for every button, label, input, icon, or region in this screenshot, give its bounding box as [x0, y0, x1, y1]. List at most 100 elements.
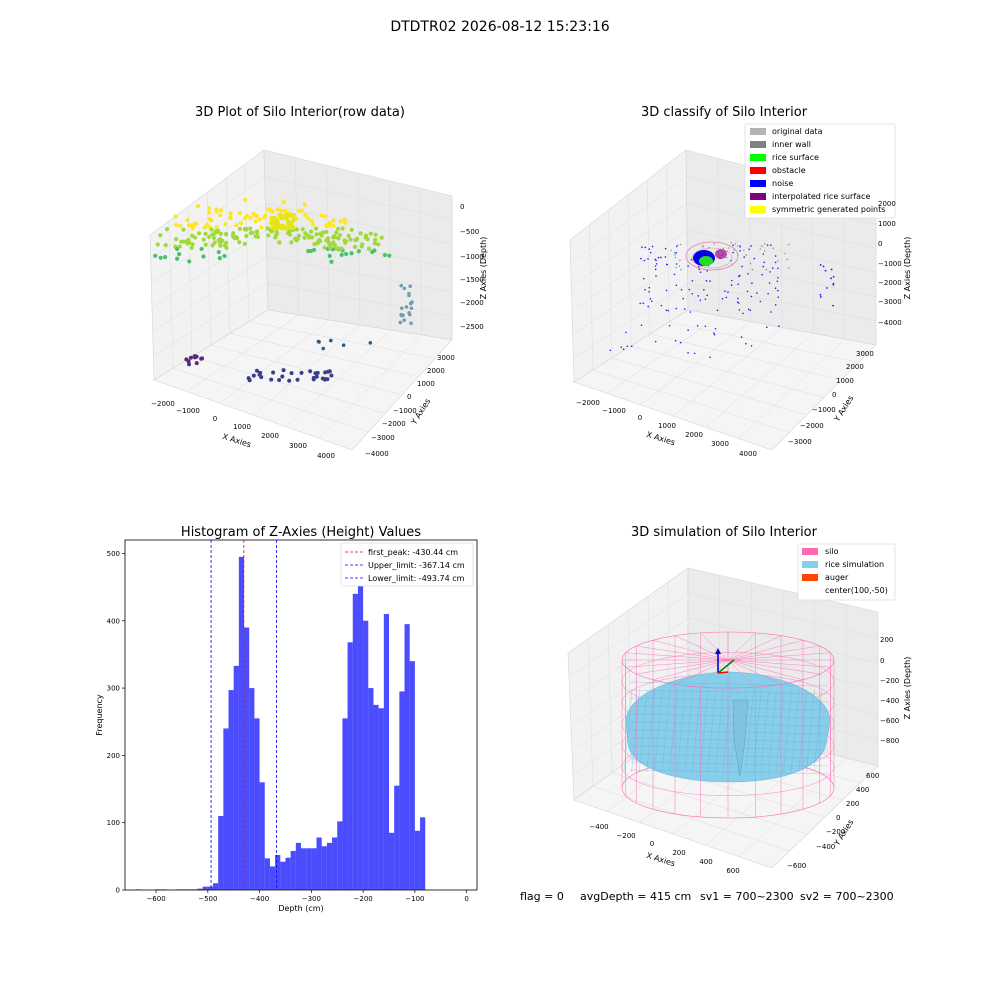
raw-ztick: −1000	[460, 253, 484, 261]
cls-noise-point	[644, 246, 647, 249]
raw-ztick: −1500	[460, 276, 484, 284]
silo-spoke	[727, 659, 820, 675]
cls-ztick: 1000	[878, 220, 896, 228]
raw-point	[255, 234, 261, 239]
cls-original-point	[677, 244, 679, 246]
raw-point	[285, 225, 291, 231]
cls-noise-point	[655, 275, 657, 277]
cls-noise-point	[675, 284, 678, 287]
raw-point	[408, 284, 412, 289]
cls-noise-point	[626, 345, 629, 347]
sim-legend-box	[797, 543, 896, 601]
hist-bar	[332, 837, 338, 890]
raw-ytick: 3000	[437, 354, 455, 362]
raw-point	[335, 226, 341, 231]
cls-noise-point	[697, 265, 700, 268]
cls-noise-point	[609, 349, 612, 352]
raw-point	[366, 246, 372, 251]
cls-noise-point	[738, 309, 741, 311]
cls-noise-point	[721, 297, 724, 300]
rice-mesh-line	[654, 689, 663, 773]
silo-spoke	[652, 659, 729, 680]
sim-ytick: −400	[816, 843, 835, 851]
hist-bar	[295, 842, 301, 890]
cls-noise-point	[649, 251, 652, 254]
cls-original-point	[679, 243, 682, 246]
cls-original-point	[674, 252, 676, 255]
cls-noise-point	[739, 245, 741, 247]
cls-noise-point	[777, 276, 779, 279]
cls-ytick: 0	[832, 391, 836, 399]
raw-point	[303, 231, 308, 236]
cls-noise-point	[668, 324, 671, 327]
silo-spoke	[625, 659, 729, 668]
footer-sv1: sv1 = 700~2300	[700, 890, 794, 903]
raw-point	[211, 235, 217, 241]
cls-noise-point	[716, 309, 719, 312]
rice-mesh-line	[629, 713, 829, 719]
raw-xtick: 2000	[261, 432, 279, 440]
hist-bar	[269, 866, 276, 890]
raw-point	[188, 355, 193, 360]
cls-noise-point	[769, 271, 771, 273]
raw-point	[359, 244, 364, 249]
raw-point	[248, 226, 253, 231]
rice-mesh-line	[768, 689, 777, 773]
rice-mesh-line	[692, 689, 701, 773]
raw-point	[237, 240, 242, 245]
hist-vlines	[210, 540, 277, 890]
raw-point	[399, 306, 404, 311]
raw-zlabel: Z Axies (Depth)	[479, 237, 488, 300]
cls-noise-point	[832, 283, 835, 286]
rice-mesh-line	[629, 745, 829, 751]
silo-spoke	[727, 645, 820, 661]
raw-point	[194, 354, 199, 359]
raw-point	[247, 378, 252, 383]
raw-point	[242, 197, 248, 202]
cls-noise-point	[753, 257, 756, 260]
sim-ytick: 0	[836, 814, 840, 822]
hist-bar	[404, 624, 410, 890]
cls-noise-point	[774, 255, 777, 257]
hist-yticks: 0 100 200 300 400 500	[107, 550, 125, 895]
cls-noise-point	[620, 346, 623, 348]
hist-bar	[326, 842, 333, 890]
rice-mesh-line	[629, 689, 829, 695]
cls-noise-point	[749, 309, 752, 312]
panel-raw-3d: 3D Plot of Silo Interior(row data) −2000…	[149, 105, 488, 460]
raw-point	[254, 368, 259, 373]
hist-ytick-label: 0	[116, 887, 120, 895]
raw-point	[336, 236, 341, 241]
cls-original-point	[772, 247, 775, 250]
cls-noise-point	[745, 342, 747, 345]
raw-point	[311, 377, 316, 382]
raw-point	[313, 371, 318, 376]
raw-point	[269, 377, 274, 382]
raw-point	[299, 208, 305, 213]
cls-noise-point	[657, 256, 660, 259]
raw-point	[196, 231, 202, 236]
raw-point	[284, 215, 290, 221]
raw-point	[248, 215, 253, 221]
cls-noise-point	[774, 304, 777, 306]
cls-noise-point	[737, 302, 740, 304]
cls-original-point	[786, 258, 789, 261]
cls-original-point	[787, 243, 790, 246]
silo-spoke	[727, 659, 831, 668]
footer-flag: flag = 0	[520, 890, 564, 903]
rice-mesh-line	[631, 689, 640, 773]
rice-mesh-line	[629, 737, 829, 743]
legend-label: noise	[772, 179, 793, 188]
cls-noise-point	[766, 326, 768, 329]
cls-noise-point	[644, 288, 646, 291]
cls-cylinder-top	[685, 241, 739, 271]
legend-swatch-obstacle	[750, 167, 766, 174]
grid-line	[738, 757, 847, 857]
cls-grid	[570, 158, 877, 439]
hist-bar	[176, 889, 182, 890]
sim-ztick: −200	[880, 677, 899, 685]
raw-point	[286, 221, 292, 227]
cls-ztick: −4000	[878, 319, 902, 327]
raw-point	[259, 225, 264, 230]
grid-line	[573, 283, 688, 359]
